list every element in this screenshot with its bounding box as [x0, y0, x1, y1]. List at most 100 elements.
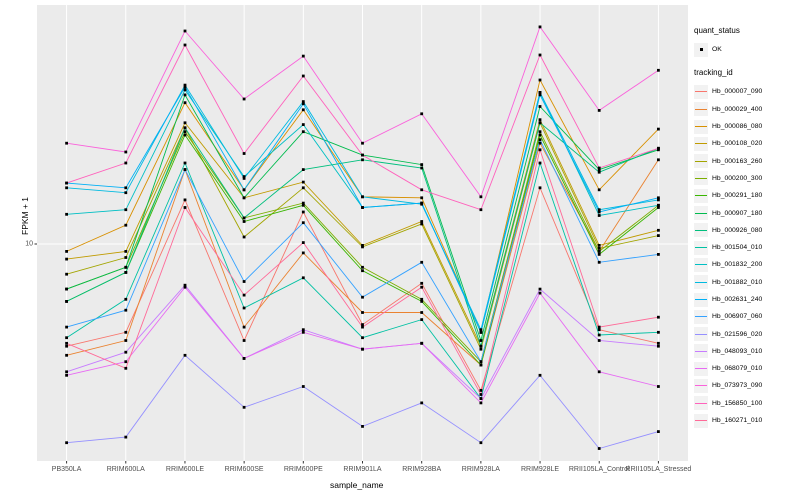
line-swatch-icon — [694, 396, 708, 411]
data-point — [65, 287, 68, 291]
data-point — [538, 287, 542, 291]
line-swatch-icon — [694, 275, 708, 290]
legend-item-Hb_000163_260: Hb_000163_260 — [694, 152, 798, 169]
legend-item-label: Hb_000007_090 — [712, 88, 763, 96]
data-point — [242, 405, 246, 409]
line-swatch-icon — [694, 292, 708, 307]
line-swatch-icon — [694, 361, 708, 376]
data-point — [301, 201, 305, 205]
data-point — [597, 328, 601, 332]
data-point — [242, 325, 246, 329]
data-point — [65, 181, 68, 185]
data-point — [124, 308, 128, 312]
data-point — [538, 133, 542, 137]
data-point — [301, 210, 305, 214]
data-point — [538, 291, 542, 295]
data-point — [597, 370, 601, 374]
data-point — [479, 363, 483, 367]
data-point — [538, 25, 542, 29]
data-point — [183, 101, 187, 105]
x-tick-label-RRIM600PE: RRIM600PE — [283, 466, 323, 473]
data-point — [479, 344, 483, 348]
data-point — [65, 373, 68, 377]
data-point — [597, 208, 601, 212]
data-point — [301, 203, 305, 207]
data-point — [597, 250, 601, 253]
data-point — [361, 244, 364, 247]
data-point — [65, 344, 68, 348]
data-point — [65, 186, 68, 190]
data-point — [597, 170, 601, 174]
line-swatch-icon — [694, 84, 708, 99]
data-point — [183, 285, 187, 289]
data-point — [124, 360, 128, 364]
data-point — [124, 350, 128, 354]
data-point — [538, 138, 542, 142]
y-tick-label-10: 10 — [25, 240, 33, 248]
x-tick-label-RRIM600SE: RRIM600SE — [224, 466, 264, 473]
data-point — [65, 300, 68, 303]
x-tick-label-RRIM600LA: RRIM600LA — [106, 466, 145, 473]
legend-item-label: Hb_000291_180 — [712, 192, 763, 200]
data-point — [124, 256, 128, 259]
data-point — [361, 323, 364, 326]
line-swatch-icon — [694, 344, 708, 359]
data-point — [420, 196, 424, 200]
legend-item-label: Hb_156850_100 — [712, 399, 763, 407]
data-point — [538, 78, 542, 82]
data-point — [124, 161, 128, 165]
data-point — [420, 341, 424, 345]
data-point — [361, 245, 364, 249]
y-axis-title: FPKM + 1 — [20, 196, 31, 235]
data-point — [597, 253, 601, 256]
x-tick-label-RRIM600LE: RRIM600LE — [165, 466, 205, 473]
line-swatch-icon — [694, 102, 708, 117]
data-point — [361, 325, 364, 329]
data-point — [479, 208, 483, 212]
data-point — [420, 401, 424, 405]
data-point — [479, 389, 483, 392]
data-point — [657, 198, 660, 202]
data-point — [538, 373, 542, 377]
data-point — [124, 150, 128, 154]
data-point — [242, 177, 246, 180]
data-point — [301, 54, 305, 58]
legend-item-label: Hb_068079_010 — [712, 365, 763, 373]
legend-item-Hb_001504_010: Hb_001504_010 — [694, 239, 798, 256]
x-tick-label-RRIM928BA: RRIM928BA — [402, 466, 442, 473]
data-point — [301, 100, 305, 103]
legend-item-ok: OK — [694, 41, 798, 58]
line-swatch-icon — [694, 223, 708, 238]
data-point — [65, 441, 68, 445]
data-point — [183, 93, 187, 97]
line-swatch-icon — [694, 171, 708, 186]
data-point — [124, 250, 128, 253]
data-point — [538, 93, 542, 97]
data-point — [301, 74, 305, 78]
legend-item-label: Hb_000926_080 — [712, 226, 763, 234]
data-point — [361, 336, 364, 340]
data-point — [124, 297, 128, 301]
line-swatch-icon — [694, 188, 708, 203]
data-point — [183, 85, 187, 89]
data-point — [479, 330, 483, 334]
legend-item-label: Hb_021596_020 — [712, 330, 763, 338]
legend-item-Hb_000200_300: Hb_000200_300 — [694, 170, 798, 187]
data-point — [242, 216, 246, 220]
data-point — [420, 285, 424, 289]
legend-item-Hb_156850_100: Hb_156850_100 — [694, 395, 798, 412]
data-point — [124, 330, 128, 334]
data-point — [242, 235, 246, 239]
data-point — [597, 339, 601, 342]
data-point — [65, 257, 68, 261]
line-swatch-icon — [694, 240, 708, 255]
data-point — [538, 130, 542, 134]
data-point — [65, 212, 68, 216]
data-point — [301, 251, 305, 255]
data-point — [242, 196, 246, 200]
data-point — [479, 401, 483, 405]
data-point — [361, 295, 364, 299]
data-point — [242, 152, 246, 155]
data-point — [65, 272, 68, 276]
